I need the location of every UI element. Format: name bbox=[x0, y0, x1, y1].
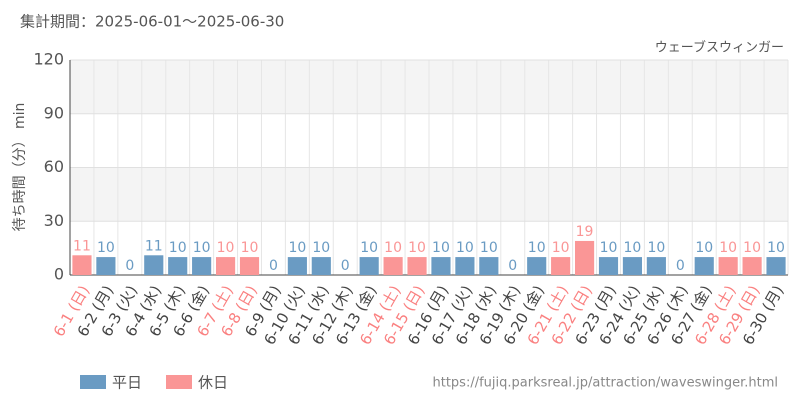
value-label: 10 bbox=[600, 240, 618, 256]
value-label: 10 bbox=[241, 240, 259, 256]
value-label: 10 bbox=[456, 240, 474, 256]
value-label: 10 bbox=[647, 240, 665, 256]
bar bbox=[359, 257, 379, 275]
y-axis-label: 待ち時間（分） min bbox=[12, 103, 28, 232]
bar bbox=[646, 257, 666, 275]
bar bbox=[574, 240, 595, 275]
bar bbox=[527, 257, 547, 275]
bar bbox=[192, 257, 212, 275]
bar bbox=[479, 257, 499, 275]
value-label: 10 bbox=[767, 240, 785, 256]
bar bbox=[694, 257, 714, 275]
value-label: 10 bbox=[695, 240, 713, 256]
value-label: 0 bbox=[508, 258, 517, 274]
bar bbox=[287, 257, 307, 275]
chart-title: 集計期間：2025-06-01～2025-06-30 bbox=[20, 13, 284, 31]
bar bbox=[407, 257, 427, 275]
value-label: 10 bbox=[169, 240, 187, 256]
bar bbox=[742, 257, 762, 275]
bar bbox=[431, 257, 451, 275]
bar bbox=[96, 257, 116, 275]
value-label: 10 bbox=[624, 240, 642, 256]
value-label: 10 bbox=[432, 240, 450, 256]
value-label: 10 bbox=[408, 240, 426, 256]
bar bbox=[622, 257, 643, 275]
value-label: 10 bbox=[743, 240, 761, 256]
legend-swatch bbox=[80, 375, 106, 389]
bar bbox=[718, 257, 738, 275]
value-label: 0 bbox=[125, 258, 134, 274]
bar bbox=[766, 257, 786, 275]
bar bbox=[598, 257, 619, 275]
y-tick-label: 60 bbox=[44, 157, 64, 176]
value-label: 0 bbox=[269, 258, 278, 274]
value-label: 11 bbox=[73, 238, 91, 254]
value-label: 10 bbox=[97, 240, 115, 256]
legend-label: 平日 bbox=[112, 374, 142, 392]
bar bbox=[239, 257, 260, 275]
value-label: 10 bbox=[312, 240, 330, 256]
y-tick-label: 0 bbox=[54, 265, 64, 284]
value-label: 10 bbox=[217, 240, 235, 256]
y-tick-label: 90 bbox=[44, 103, 64, 122]
value-label: 10 bbox=[288, 240, 306, 256]
value-label: 10 bbox=[193, 240, 211, 256]
value-label: 10 bbox=[384, 240, 402, 256]
value-label: 0 bbox=[341, 258, 350, 274]
legend-label: 休日 bbox=[198, 374, 228, 392]
chart-subtitle: ウェーブスウィンガー bbox=[655, 40, 784, 56]
y-tick-label: 30 bbox=[44, 211, 64, 230]
bar bbox=[72, 255, 92, 275]
value-label: 10 bbox=[480, 240, 498, 256]
value-label: 0 bbox=[676, 258, 685, 274]
bar bbox=[455, 257, 475, 275]
bar bbox=[144, 255, 164, 275]
bar bbox=[311, 257, 331, 275]
bar bbox=[168, 257, 188, 275]
source-url: https://fujiq.parksreal.jp/attraction/wa… bbox=[433, 376, 779, 391]
y-tick-label: 120 bbox=[33, 50, 64, 69]
value-label: 19 bbox=[576, 224, 594, 240]
bar bbox=[383, 257, 403, 275]
value-label: 10 bbox=[719, 240, 737, 256]
bar bbox=[551, 257, 571, 275]
value-label: 11 bbox=[145, 238, 163, 254]
value-label: 10 bbox=[528, 240, 546, 256]
value-label: 10 bbox=[360, 240, 378, 256]
bar bbox=[215, 257, 236, 275]
value-label: 10 bbox=[552, 240, 570, 256]
legend-swatch bbox=[166, 375, 192, 389]
